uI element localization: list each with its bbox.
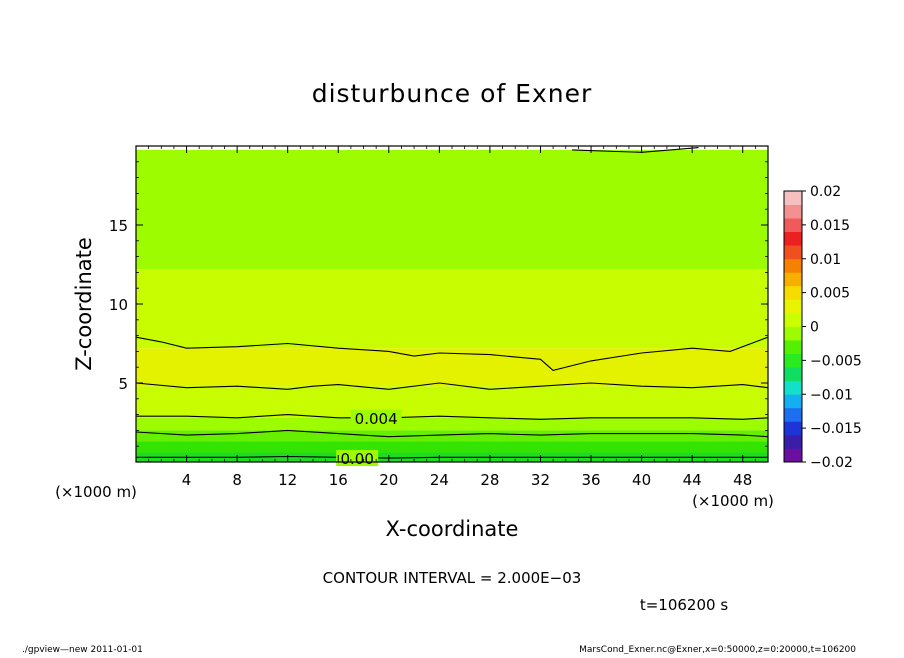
x-axis-unit-right: (×1000 m) (692, 492, 774, 510)
x-tick-label-8: 36 (581, 471, 600, 489)
x-tick-label-4: 20 (379, 471, 398, 489)
colorbar-tick-label-8: −0.02 (810, 455, 853, 471)
colorbar-tick-label-6: −0.01 (810, 387, 853, 403)
plot-area: 0.004 0.00 (135, 145, 769, 468)
y-tick-label-1: 10 (109, 296, 128, 314)
contour-interval-text: CONTOUR INTERVAL = 2.000E−03 (323, 569, 582, 587)
colorbar-segment-11 (784, 299, 802, 314)
colorbar-segment-5 (784, 380, 802, 395)
chart-title: disturbunce of Exner (312, 79, 593, 108)
colorbar-segment-13 (784, 272, 802, 287)
colorbar-tick-label-2: 0.01 (810, 252, 841, 268)
colorbar-tick-label-0: 0.02 (810, 184, 841, 200)
colorbar-segment-18 (784, 204, 802, 219)
x-tick-label-11: 48 (733, 471, 752, 489)
contour-line-2 (136, 414, 768, 420)
filled-band-0 (136, 149, 768, 270)
contour-lines (136, 147, 768, 459)
filled-band-1 (136, 269, 768, 349)
x-tick-label-10: 44 (683, 471, 702, 489)
x-tick-label-9: 40 (632, 471, 651, 489)
x-tick-label-0: 4 (182, 471, 192, 489)
filled-band-5 (136, 430, 768, 442)
colorbar-segment-0 (784, 448, 802, 463)
footer-right: MarsCond_Exner.nc@Exner,x=0:50000,z=0:20… (579, 645, 856, 654)
x-tick-label-2: 12 (278, 471, 297, 489)
filled-band-2 (136, 348, 768, 387)
y-tick-label-2: 15 (109, 217, 128, 235)
colorbar-segment-8 (784, 340, 802, 354)
colorbar-tick-label-5: −0.005 (810, 353, 862, 369)
colorbar-segment-15 (784, 245, 802, 260)
contour-line-3 (136, 429, 768, 438)
colorbar (783, 190, 803, 463)
x-axis-unit-left: (×1000 m) (55, 483, 137, 501)
colorbar-tick-label-1: 0.015 (810, 218, 850, 234)
contour-line-1 (136, 382, 768, 390)
x-axis-label: X-coordinate (386, 517, 519, 541)
y-axis-label: Z-coordinate (72, 237, 96, 371)
contour-label-4: 0.00 (340, 450, 373, 468)
x-tick-label-1: 8 (232, 471, 242, 489)
contour-label-bg-2 (350, 409, 402, 426)
colorbar-segment-7 (784, 353, 802, 368)
colorbar-tick-label-3: 0.005 (810, 286, 850, 302)
x-tick-label-3: 16 (329, 471, 348, 489)
colorbar-tick-label-4: 0 (810, 320, 819, 336)
contour-label-2: 0.004 (355, 410, 398, 428)
filled-contour-bands (136, 149, 768, 462)
colorbar-tick-labels: 0.02 0.015 0.01 0.005 0 −0.005 −0.01 −0.015 −0.0… (802, 184, 862, 471)
colorbar-tick-label-7: −0.015 (810, 421, 862, 437)
x-tick-label-5: 24 (430, 471, 449, 489)
colorbar-segment-4 (784, 394, 802, 409)
time-label: t=106200 s (640, 596, 728, 614)
filled-band-3 (136, 386, 768, 418)
colorbar-segment-3 (784, 407, 802, 422)
colorbar-segment-12 (784, 285, 802, 300)
contour-line-4 (136, 455, 768, 459)
filled-band-4 (136, 417, 768, 431)
y-axis-ticks: 5 10 15 (109, 161, 768, 447)
colorbar-segment-17 (784, 218, 802, 233)
colorbar-segment-9 (784, 326, 802, 341)
colorbar-segment-1 (784, 434, 802, 449)
filled-band-6 (136, 441, 768, 453)
x-tick-label-6: 28 (480, 471, 499, 489)
colorbar-segment-16 (784, 231, 802, 246)
colorbar-segment-2 (784, 421, 802, 436)
colorbar-segment-6 (784, 367, 802, 382)
colorbar-segment-10 (784, 312, 802, 327)
x-tick-label-7: 32 (531, 471, 550, 489)
colorbar-segment-14 (784, 258, 802, 273)
footer-left: ./gpview—new 2011-01-01 (22, 645, 143, 654)
y-tick-label-0: 5 (118, 375, 128, 393)
x-axis-ticks: 4 8 12 16 20 24 28 32 36 40 44 48 (148, 146, 756, 489)
contour-line-0 (136, 336, 768, 372)
colorbar-segment-19 (784, 191, 802, 205)
